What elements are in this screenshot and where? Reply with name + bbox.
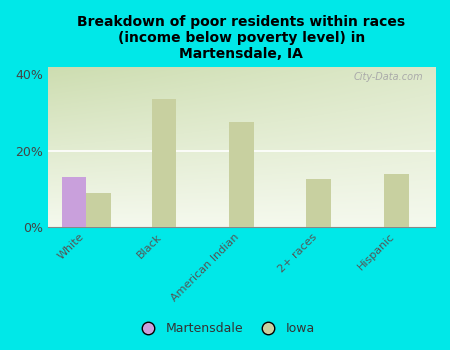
Bar xyxy=(229,122,254,227)
Bar xyxy=(62,177,86,227)
Bar xyxy=(86,193,111,227)
Bar xyxy=(306,179,331,227)
Bar xyxy=(152,99,176,227)
Title: Breakdown of poor residents within races
(income below poverty level) in
Martens: Breakdown of poor residents within races… xyxy=(77,15,405,61)
Legend: Martensdale, Iowa: Martensdale, Iowa xyxy=(130,317,320,340)
Text: City-Data.com: City-Data.com xyxy=(354,71,423,82)
Bar xyxy=(384,174,409,227)
